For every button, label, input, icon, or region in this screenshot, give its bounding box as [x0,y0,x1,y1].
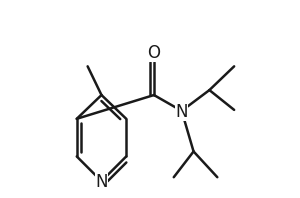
Text: N: N [95,173,108,191]
Text: O: O [148,45,160,62]
Text: N: N [176,103,188,121]
